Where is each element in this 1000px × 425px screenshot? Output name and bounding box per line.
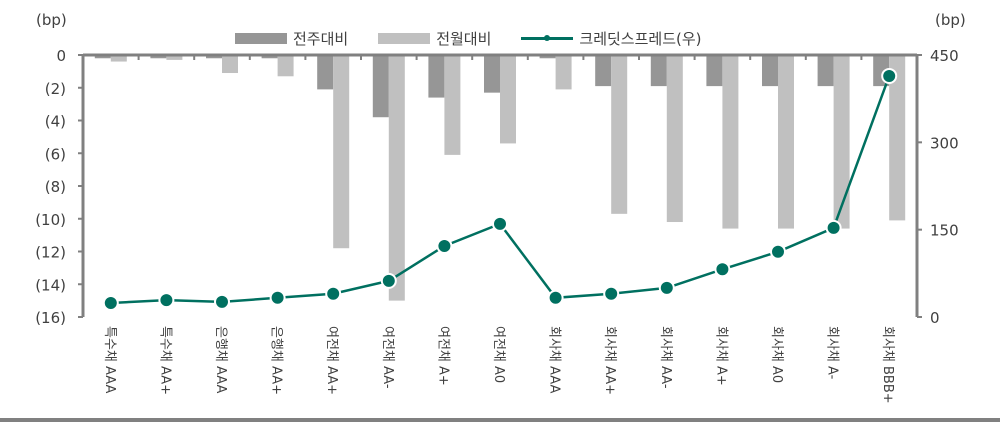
spread-marker <box>825 219 842 236</box>
spread-marker <box>658 279 675 296</box>
bar-monthly <box>388 55 405 301</box>
spread-marker <box>547 289 564 306</box>
bar-weekly <box>317 55 334 90</box>
legend-item-weekly: 전주대비 <box>235 28 348 49</box>
bar-monthly <box>555 55 572 90</box>
spread-marker <box>603 285 620 302</box>
legend-swatch-weekly <box>235 33 287 44</box>
category-label: 여전채 AA- <box>380 326 395 389</box>
left-tick-label: 0 <box>56 47 66 65</box>
category-label: 회사채 A0 <box>769 326 784 383</box>
spread-marker <box>770 243 786 260</box>
category-label: 회사채 AA+ <box>602 326 617 395</box>
bar-monthly <box>722 55 739 229</box>
left-axis-unit: (bp) <box>36 11 67 29</box>
spread-marker <box>214 293 230 310</box>
spread-marker <box>436 237 453 254</box>
left-axis-ticks: 0 (2) (4) (6) (8) (10) (12) (14) (16) <box>35 47 83 327</box>
legend-label-spread: 크레딧스프레드(우) <box>579 30 702 48</box>
category-label: 여전채 AA+ <box>324 326 339 395</box>
left-tick-label: (14) <box>35 276 66 294</box>
legend-item-monthly: 전월대비 <box>378 28 491 49</box>
bar-weekly <box>372 55 389 118</box>
spread-marker <box>714 261 731 278</box>
spread-marker <box>158 292 175 309</box>
legend-label-weekly: 전주대비 <box>293 30 349 48</box>
chart-legend: 전주대비 전월대비 크레딧스프레드(우) <box>235 28 732 49</box>
spread-marker <box>325 285 342 302</box>
bar-monthly <box>444 55 461 155</box>
spread-marker <box>881 67 898 84</box>
right-axis-ticks: 450 300 150 0 <box>917 47 959 327</box>
left-tick-label: (12) <box>35 244 66 262</box>
spread-marker <box>102 295 119 312</box>
right-tick-label: 0 <box>930 309 940 327</box>
right-tick-label: 150 <box>930 222 959 240</box>
category-label: 은행채 AAA <box>213 326 229 394</box>
category-label: 은행채 AA+ <box>269 326 285 395</box>
bar-series <box>94 55 906 301</box>
bar-weekly <box>706 55 723 87</box>
category-label: 회사채 A- <box>825 326 840 380</box>
category-labels: 특수채 AAA 특수채 AA+ 은행채 AAA 은행채 AA+ 여전채 AA+ 여전채 A… <box>102 326 895 404</box>
right-axis-unit: (bp) <box>935 11 966 29</box>
bar-weekly <box>261 55 278 59</box>
bar-monthly <box>889 55 906 221</box>
bar-weekly <box>484 55 500 93</box>
bar-monthly <box>166 55 183 60</box>
bar-monthly <box>833 55 850 229</box>
legend-item-spread: 크레딧스프레드(우) <box>521 28 702 49</box>
spread-line-series <box>102 67 898 312</box>
bar-monthly <box>500 55 516 144</box>
legend-line-marker-icon <box>521 33 574 44</box>
left-tick-label: (8) <box>45 178 66 196</box>
category-label: 여전채 A+ <box>435 326 450 386</box>
left-tick-label: (16) <box>35 309 66 327</box>
bar-weekly <box>817 55 834 87</box>
bar-monthly <box>611 55 628 214</box>
category-label: 회사채 AA- <box>658 326 673 389</box>
bar-monthly <box>778 55 794 229</box>
category-label: 특수채 AA+ <box>157 326 172 395</box>
left-tick-label: (10) <box>35 211 66 229</box>
category-label: 회사채 AAA <box>547 326 562 394</box>
bar-weekly <box>539 55 556 59</box>
right-tick-label: 300 <box>930 134 959 152</box>
bar-weekly <box>206 55 222 59</box>
spread-marker <box>492 215 508 232</box>
bar-weekly <box>762 55 778 87</box>
bar-monthly <box>277 55 294 77</box>
legend-label-monthly: 전월대비 <box>436 30 492 48</box>
bar-weekly <box>150 55 167 59</box>
bar-weekly <box>428 55 445 98</box>
axis-lines <box>81 53 919 317</box>
left-tick-label: (4) <box>45 113 66 131</box>
category-label: 회사채 A+ <box>713 326 728 386</box>
category-label: 특수채 AAA <box>102 326 117 394</box>
bottom-divider <box>0 418 1000 422</box>
spread-marker <box>380 272 397 289</box>
bar-monthly <box>222 55 238 74</box>
bar-weekly <box>94 55 111 59</box>
right-tick-label: 450 <box>930 47 959 65</box>
bar-weekly <box>595 55 612 87</box>
category-label: 여전채 A0 <box>491 326 506 383</box>
category-label: 회사채 BBB+ <box>880 326 895 404</box>
legend-swatch-monthly <box>378 33 431 44</box>
left-tick-label: (2) <box>45 80 66 98</box>
bar-monthly <box>333 55 350 249</box>
bar-monthly <box>666 55 683 223</box>
spread-marker <box>269 289 286 306</box>
bar-weekly <box>650 55 667 87</box>
bar-monthly <box>110 55 127 62</box>
left-tick-label: (6) <box>45 145 66 163</box>
